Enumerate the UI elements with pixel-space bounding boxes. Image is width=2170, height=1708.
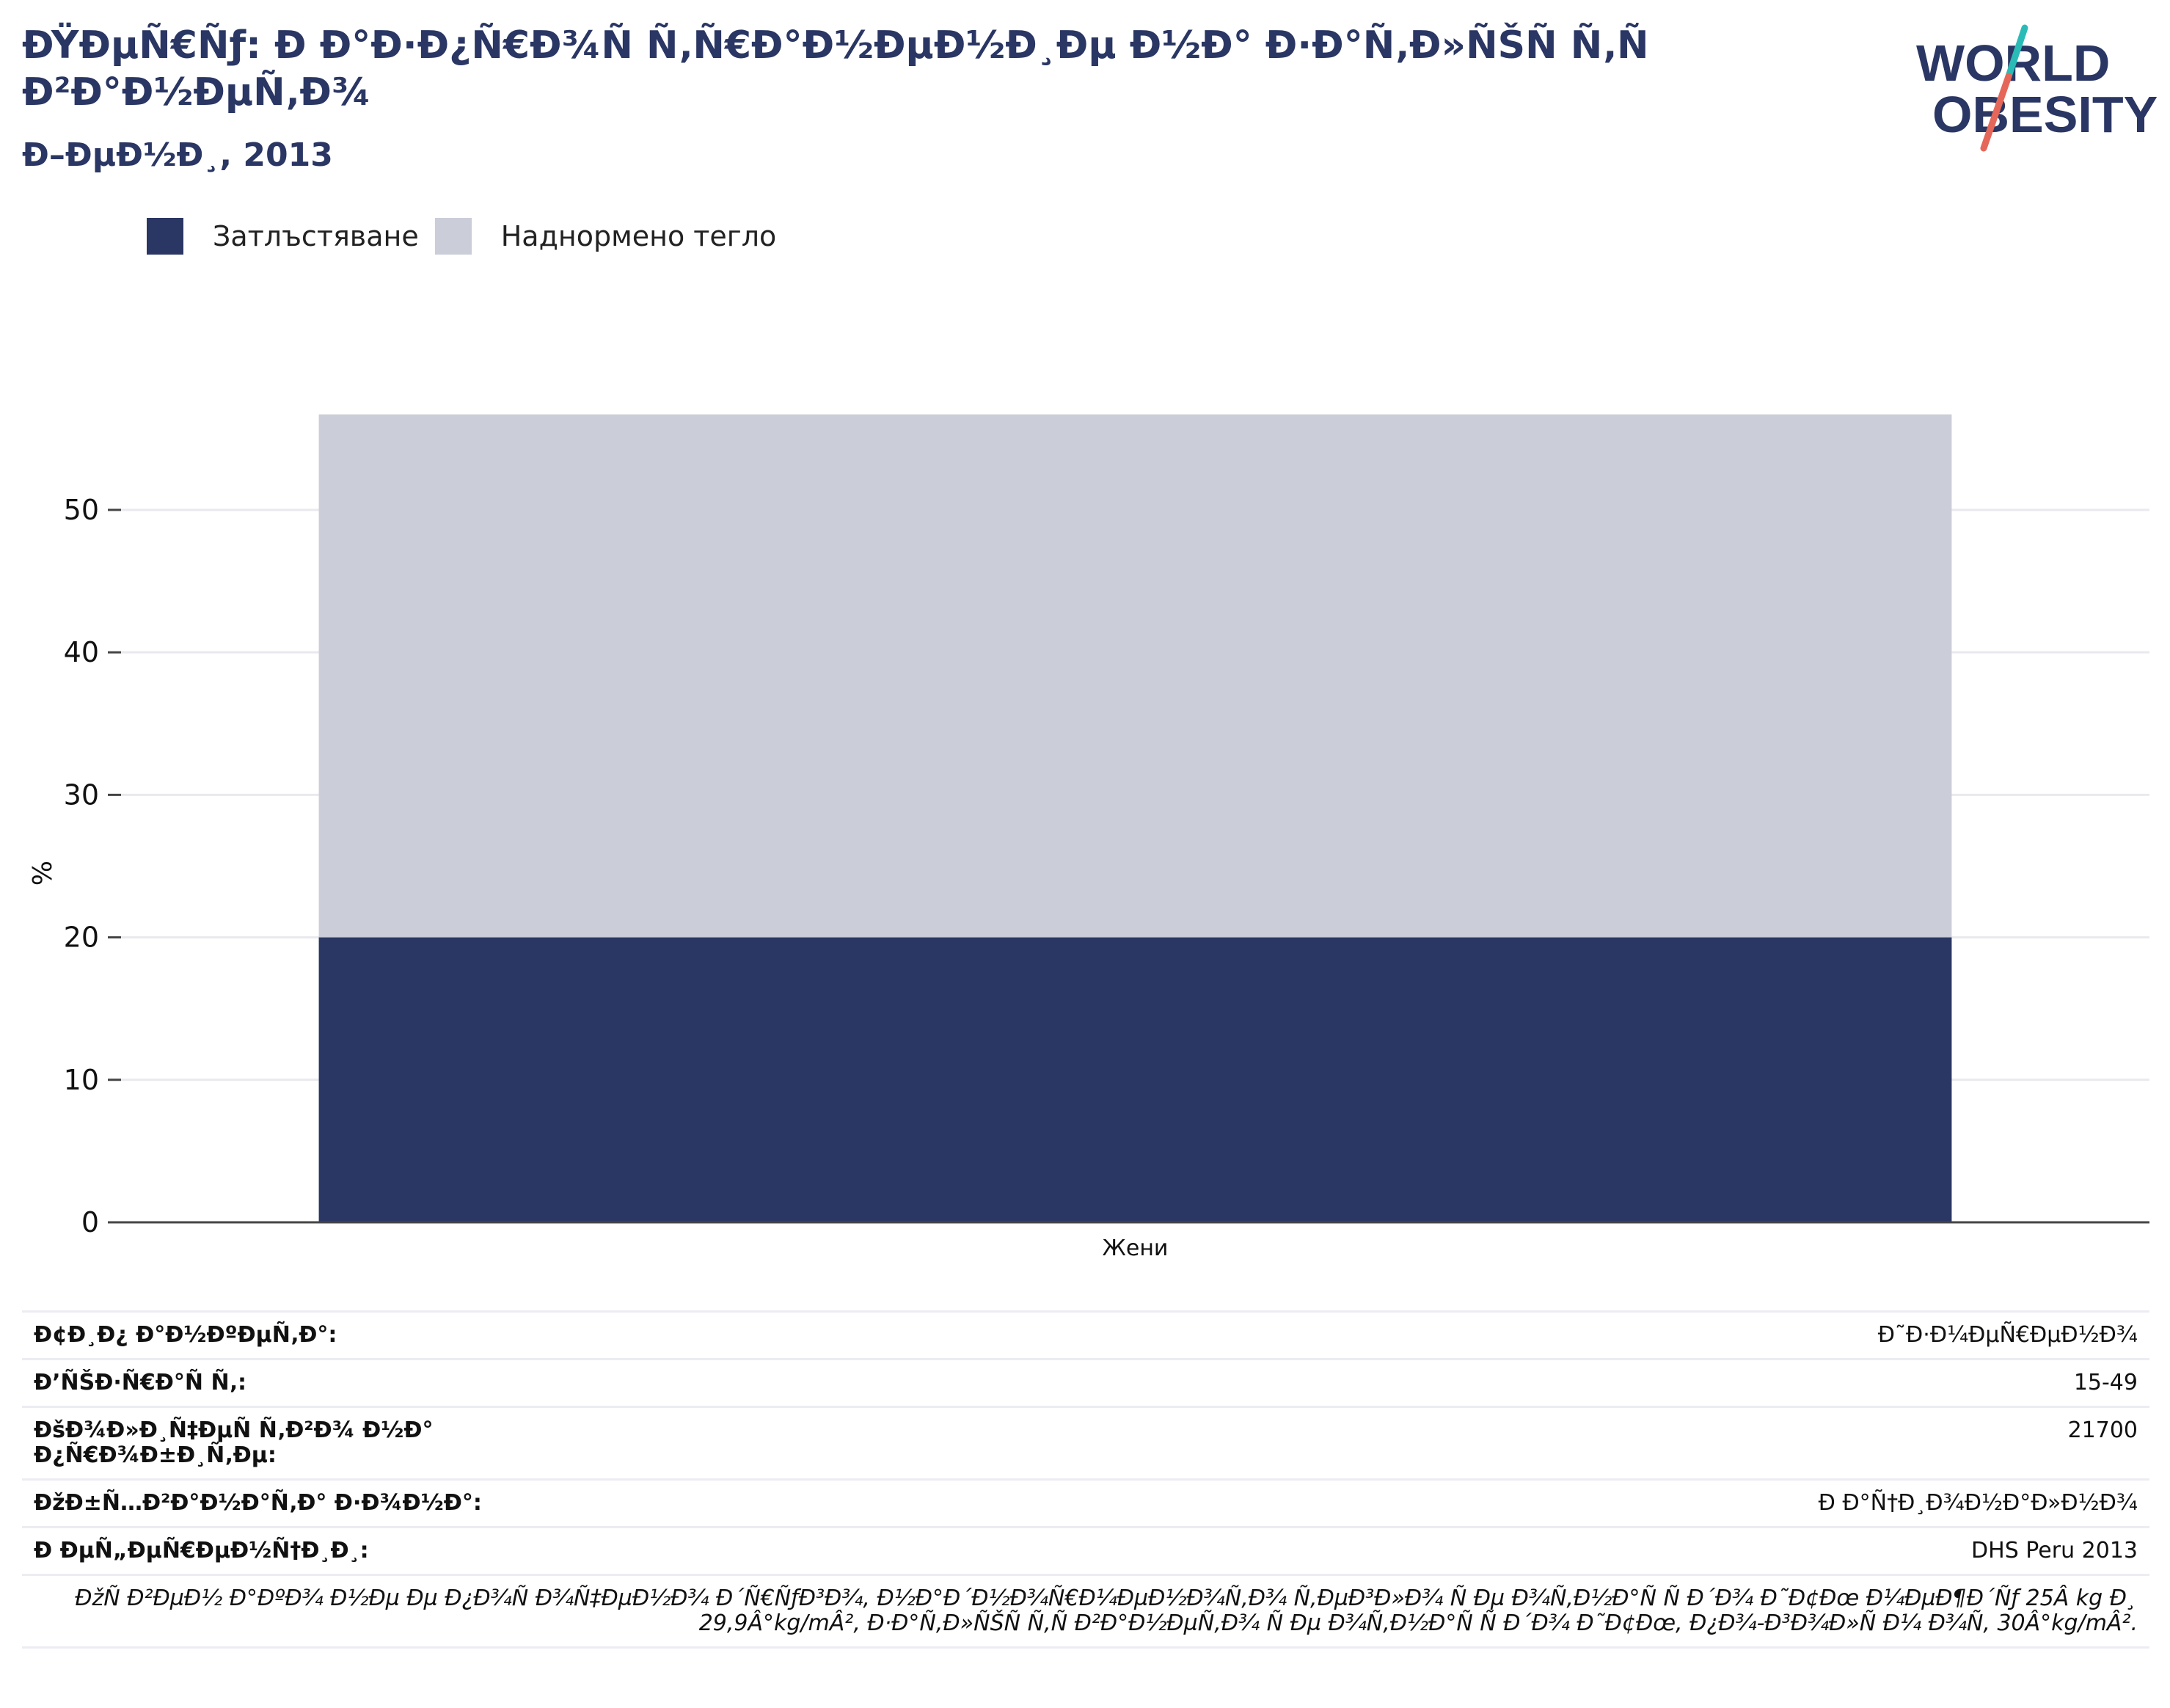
bar-overweight-0[interactable] [318,414,1952,938]
logo-slash-teal [2005,24,2028,80]
info-row-value: Ð˜Ð·Ð¼ÐµÑ€ÐµÐ½Ð¾ [500,1310,2149,1360]
info-row: ÐžÐ±Ñ…Ð²Ð°Ð½Ð°Ñ‚Ð° Ð·Ð¾Ð½Ð°: Ð Ð°Ñ†Ð¸Ð¾Ð½… [22,1478,2149,1528]
survey-info-table: Ð¢Ð¸Ð¿ Ð°Ð½ÐºÐµÑ‚Ð°: Ð˜Ð·Ð¼ÐµÑ€ÐµÐ½Ð¾ Ð’ÑŠ… [22,1310,2149,1649]
bars-layer [318,414,1952,1222]
stacked-bar-chart: 0 10 20 30 40 50% Жени [28,414,2149,1261]
chart-subtitle: Ð–ÐµÐ½Ð¸, 2013 [22,136,333,174]
info-row: ÐšÐ¾Ð»Ð¸Ñ‡ÐµÑ Ñ‚Ð²Ð¾ Ð½Ð° Ð¿Ñ€Ð¾Ð±Ð¸Ñ‚Ðµ… [22,1406,2149,1480]
logo-text-obesity: OBESITY [1932,86,2157,143]
legend-swatch-obesity [147,218,183,255]
info-row: Ð ÐµÑ„ÐµÑ€ÐµÐ½Ñ†Ð¸Ð¸: DHS Peru 2013 [22,1526,2149,1575]
axis-layer: 0 10 20 30 40 50% Жени [28,494,2149,1261]
legend-item-obesity[interactable]: Затлъстяване [147,218,419,255]
info-row-value: 21700 [500,1406,2149,1480]
y-tick-label-50: 50 [64,494,99,526]
legend-label-obesity: Затлъстяване [213,220,419,252]
legend-item-overweight[interactable]: Наднормено тегло [434,218,777,255]
info-row-label: ÐžÐ±Ñ…Ð²Ð°Ð½Ð°Ñ‚Ð° Ð·Ð¾Ð½Ð°: [22,1478,500,1528]
y-tick-label-30: 30 [64,778,99,811]
info-row: Ð¢Ð¸Ð¿ Ð°Ð½ÐºÐµÑ‚Ð°: Ð˜Ð·Ð¼ÐµÑ€ÐµÐ½Ð¾ [22,1310,2149,1360]
info-row-label: Ð ÐµÑ„ÐµÑ€ÐµÐ½Ñ†Ð¸Ð¸: [22,1526,500,1575]
legend-swatch-overweight [434,218,472,255]
info-note: ÐžÑ Ð²ÐµÐ½ Ð°ÐºÐ¾ Ð½Ðµ Ðµ Ð¿Ð¾Ñ Ð¾Ñ‡ÐµÐ½… [22,1574,2149,1649]
info-row: Ð’ÑŠÐ·Ñ€Ð°Ñ Ñ‚: 15-49 [22,1358,2149,1407]
info-row-label: Ð¢Ð¸Ð¿ Ð°Ð½ÐºÐµÑ‚Ð°: [22,1310,500,1360]
chart-legend: Затлъстяване Наднормено тегло [147,214,792,258]
y-tick-label-20: 20 [64,921,99,954]
survey-info-body: Ð¢Ð¸Ð¿ Ð°Ð½ÐºÐµÑ‚Ð°: Ð˜Ð·Ð¼ÐµÑ€ÐµÐ½Ð¾ Ð’ÑŠ… [22,1310,2149,1649]
y-tick-label-10: 10 [64,1064,99,1096]
y-tick-label-0: 0 [81,1206,99,1238]
info-row-label: ÐšÐ¾Ð»Ð¸Ñ‡ÐµÑ Ñ‚Ð²Ð¾ Ð½Ð° Ð¿Ñ€Ð¾Ð±Ð¸Ñ‚Ðµ… [22,1406,500,1480]
info-row-value: Ð Ð°Ñ†Ð¸Ð¾Ð½Ð°Ð»Ð½Ð¾ [500,1478,2149,1528]
chart-title: ÐŸÐµÑ€Ñƒ: Ð Ð°Ð·Ð¿Ñ€Ð¾Ñ Ñ‚Ñ€Ð°Ð½ÐµÐ½Ð¸Ðµ… [22,23,1649,114]
world-obesity-logo: WORLD OBESITY [1916,24,2157,152]
legend-label-overweight: Наднормено тегло [500,220,777,252]
info-row-label: Ð’ÑŠÐ·Ñ€Ð°Ñ Ñ‚: [22,1358,500,1407]
info-note-row: ÐžÑ Ð²ÐµÐ½ Ð°ÐºÐ¾ Ð½Ðµ Ðµ Ð¿Ð¾Ñ Ð¾Ñ‡ÐµÐ½… [22,1574,2149,1649]
logo-slash-red [1980,73,2012,152]
y-axis-label: % [28,861,58,886]
bar-obesity-0[interactable] [318,937,1952,1222]
x-tick-label-0: Жени [1103,1236,1169,1261]
info-row-value: 15-49 [500,1358,2149,1407]
info-row-value: DHS Peru 2013 [500,1526,2149,1575]
y-tick-label-40: 40 [64,636,99,668]
